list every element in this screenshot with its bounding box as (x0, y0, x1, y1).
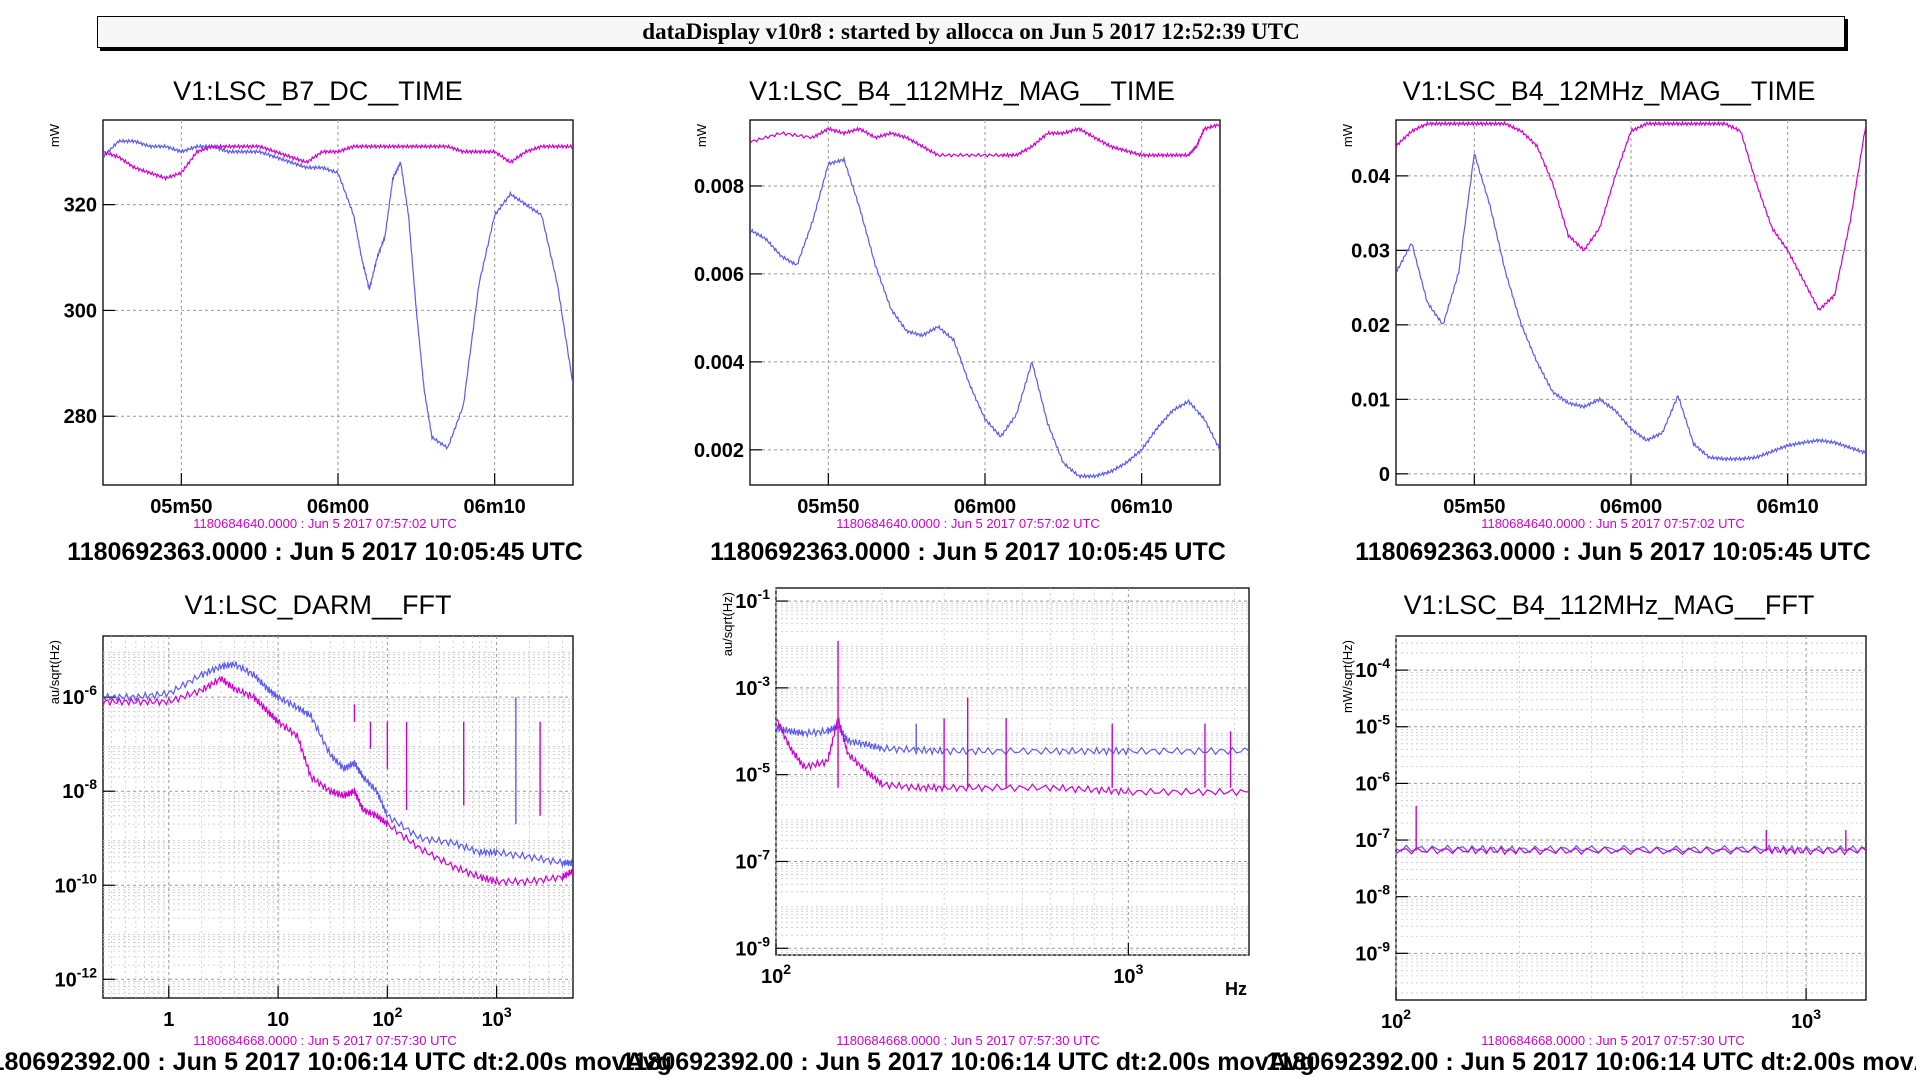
x-tick-label: 06m00 (307, 496, 369, 518)
y-tick-label: 280 (64, 406, 97, 428)
y-tick-label: 10-8 (62, 776, 97, 803)
y-tick-label: 10-1 (735, 586, 770, 613)
y-tick-label: 10-9 (1355, 938, 1390, 965)
start-time-stamp: 1180684668.0000 : Jun 5 2017 07:57:30 UT… (1481, 1033, 1745, 1048)
y-tick-label: 0.04 (1351, 166, 1391, 188)
x-tick-label: 05m50 (797, 496, 859, 518)
y-axis-label: mW (1340, 123, 1355, 147)
y-tick-label: 300 (64, 300, 97, 322)
series-line-blue (1396, 844, 1866, 855)
y-tick-label: 10-7 (735, 846, 770, 873)
x-tick-label: 103 (1113, 961, 1143, 988)
y-tick-label: 0 (1379, 464, 1390, 486)
end-time-stamp: 1180692392.00 : Jun 5 2017 10:06:14 UTC … (0, 1048, 672, 1076)
y-tick-label: 0.02 (1351, 315, 1390, 337)
start-time-stamp: 1180684668.0000 : Jun 5 2017 07:57:30 UT… (193, 1033, 457, 1048)
series-line-blue (776, 723, 1249, 757)
y-tick-label: 0.006 (694, 264, 744, 286)
chart-title: V1:LSC_B7_DC__TIME (173, 76, 463, 106)
end-time-stamp: 1180692363.0000 : Jun 5 2017 10:05:45 UT… (710, 538, 1226, 566)
y-tick-label: 10-6 (1355, 768, 1390, 795)
y-tick-label: 10-7 (1355, 825, 1390, 852)
end-time-stamp: 1180692392.00 : Jun 5 2017 10:06:14 UTC … (621, 1048, 1315, 1076)
series-line-blue (1396, 153, 1866, 463)
y-tick-label: 10-4 (1355, 655, 1390, 682)
x-tick-label: 1 (163, 1009, 174, 1031)
y-tick-label: 10-8 (1355, 882, 1390, 909)
y-tick-label: 10-12 (55, 964, 98, 991)
x-tick-label: 06m10 (1111, 496, 1173, 518)
y-axis-label: mW/sqrt(Hz) (1340, 640, 1355, 713)
start-time-stamp: 1180684668.0000 : Jun 5 2017 07:57:30 UT… (836, 1033, 1100, 1048)
series-line-magenta (776, 717, 1249, 797)
x-tick-label: 102 (761, 961, 791, 988)
series-line-magenta (103, 675, 573, 887)
end-time-stamp: 1180692363.0000 : Jun 5 2017 10:05:45 UT… (1355, 538, 1871, 566)
y-tick-label: 10-5 (735, 760, 770, 787)
chart-panel-2: V1:LSC_B4_112MHz_MAG__TIME 05m50 06m00 06m1… (694, 76, 1226, 566)
y-tick-label: 10-10 (55, 870, 98, 897)
display-header: dataDisplay v10r8 : started by allocca o… (97, 16, 1845, 48)
series-line-magenta (750, 123, 1220, 159)
series-line-blue (103, 138, 573, 450)
chart-title: V1:LSC_DARM__FFT (184, 590, 451, 620)
chart-panel-1: V1:LSC_B7_DC__TIME 05m50 06m00 06m10 280 300 3… (47, 76, 583, 566)
y-axis-label: au/sqrt(Hz) (47, 640, 62, 704)
y-tick-label: 0.004 (694, 352, 745, 374)
y-tick-label: 10-6 (62, 682, 97, 709)
chart-title: V1:LSC_B4_12MHz_MAG__TIME (1403, 76, 1816, 106)
y-tick-label: 0.03 (1351, 240, 1390, 262)
plot-frame (1395, 635, 1867, 1001)
y-axis-label: mW (694, 123, 709, 147)
y-tick-label: 0.002 (694, 440, 744, 462)
plot-frame (775, 587, 1250, 956)
end-time-stamp: 1180692392.00 : Jun 5 2017 10:06:14 UTC … (1266, 1048, 1916, 1076)
chart-panel-6: V1:LSC_B4_112MHz_MAG__FFT 102 103 10-9 10-8 1… (1266, 590, 1916, 1076)
series-line-blue (750, 155, 1220, 480)
end-time-stamp: 1180692363.0000 : Jun 5 2017 10:05:45 UT… (67, 538, 583, 566)
plot-frame (102, 635, 574, 999)
chart-panel-3: V1:LSC_B4_12MHz_MAG__TIME 05m50 06m00 06m10… (1340, 76, 1871, 566)
x-tick-label: 06m00 (954, 496, 1016, 518)
chart-title: V1:LSC_B4_112MHz_MAG__TIME (749, 76, 1175, 106)
x-tick-label: 06m00 (1600, 496, 1662, 518)
chart-title: V1:LSC_B4_112MHz_MAG__FFT (1404, 590, 1815, 620)
y-tick-label: 10-3 (735, 673, 770, 700)
y-tick-label: 0.008 (694, 176, 744, 198)
y-axis-label: mW (47, 123, 62, 147)
chart-panel-5: V1:LSC_MICH__FFT10210310-910-710-510-310… (621, 586, 1315, 1076)
x-tick-label: 103 (482, 1004, 512, 1031)
header-title: dataDisplay v10r8 : started by allocca o… (642, 19, 1300, 44)
series-line-magenta (1396, 845, 1866, 856)
y-tick-label: 10-5 (1355, 712, 1390, 739)
x-tick-label: 102 (372, 1004, 402, 1031)
x-tick-label: 06m10 (464, 496, 526, 518)
start-time-stamp: 1180684640.0000 : Jun 5 2017 07:57:02 UT… (836, 516, 1100, 531)
series-line-magenta (103, 143, 573, 182)
start-time-stamp: 1180684640.0000 : Jun 5 2017 07:57:02 UT… (1481, 516, 1745, 531)
x-tick-label: 10 (267, 1009, 289, 1031)
y-tick-label: 320 (64, 195, 97, 217)
y-axis-label: au/sqrt(Hz) (720, 592, 735, 656)
start-time-stamp: 1180684640.0000 : Jun 5 2017 07:57:02 UT… (193, 516, 457, 531)
x-tick-label: 103 (1791, 1006, 1821, 1033)
x-axis-label: Hz (1225, 979, 1247, 999)
x-tick-label: 06m10 (1757, 496, 1819, 518)
series-line-magenta (1396, 120, 1866, 312)
y-tick-label: 0.01 (1351, 389, 1390, 411)
y-tick-label: 10-9 (735, 933, 770, 960)
x-tick-label: 05m50 (150, 496, 212, 518)
chart-panel-4: V1:LSC_DARM__FFT 1 10 102 103 10-12 10-10 10-8 1… (0, 590, 672, 1076)
x-tick-label: 102 (1381, 1006, 1411, 1033)
x-tick-label: 05m50 (1443, 496, 1505, 518)
series-line-blue (103, 660, 573, 869)
